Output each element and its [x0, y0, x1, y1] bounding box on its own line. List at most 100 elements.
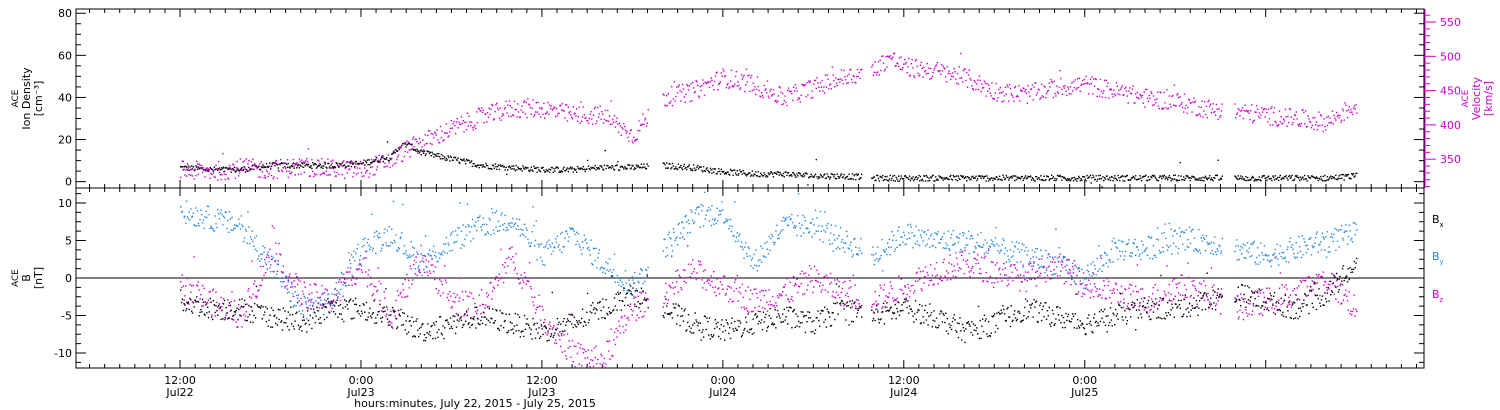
by-point: [608, 258, 611, 260]
density-point: [1035, 175, 1037, 178]
density-point: [1331, 175, 1334, 178]
velocity-point: [1152, 95, 1155, 97]
by-point: [1179, 235, 1181, 237]
velocity-point: [796, 90, 798, 92]
by-point: [318, 297, 321, 299]
by-point: [489, 219, 491, 221]
bz-point: [413, 259, 416, 262]
by-point: [929, 235, 932, 237]
by-point: [338, 291, 340, 294]
velocity-point: [211, 173, 213, 176]
by-point: [1320, 249, 1323, 251]
velocity-point: [1112, 96, 1114, 98]
density-point: [1085, 180, 1087, 182]
density-point: [597, 168, 599, 170]
velocity-point: [1156, 98, 1158, 100]
bz-point: [301, 303, 303, 306]
velocity-point: [245, 158, 247, 160]
by-point: [1003, 239, 1005, 242]
by-point: [486, 231, 489, 233]
density-point: [881, 176, 883, 179]
density-point: [980, 177, 982, 179]
velocity-point: [547, 101, 549, 104]
by-point: [274, 276, 276, 278]
density-point: [250, 168, 253, 171]
bz-point: [535, 308, 537, 311]
velocity-point: [1184, 107, 1186, 110]
density-point: [302, 166, 305, 168]
by-point: [1352, 222, 1355, 224]
bz-point: [266, 268, 268, 270]
by-point: [781, 220, 783, 222]
bz-point: [432, 264, 434, 266]
by-point: [251, 230, 253, 232]
velocity-point: [344, 167, 347, 170]
velocity-point: [570, 114, 572, 116]
velocity-point: [1019, 100, 1021, 102]
bz-point: [238, 314, 241, 316]
velocity-point: [482, 109, 485, 111]
by-point: [196, 210, 199, 212]
by-point: [438, 252, 440, 254]
density-point: [433, 156, 435, 158]
velocity-point: [469, 121, 471, 123]
by-point: [439, 257, 441, 259]
density-point: [1338, 175, 1340, 177]
by-point: [568, 236, 570, 238]
by-point: [1181, 230, 1183, 233]
density-point: [233, 166, 236, 168]
density-point: [1014, 179, 1016, 182]
velocity-point: [748, 74, 750, 76]
velocity-point: [694, 91, 696, 93]
bz-point: [231, 290, 233, 293]
by-point: [1123, 258, 1125, 261]
velocity-point: [903, 58, 906, 61]
velocity-point: [416, 141, 418, 143]
velocity-point: [1336, 111, 1338, 114]
by-point: [454, 241, 456, 243]
density-point: [564, 170, 566, 172]
velocity-point: [1338, 117, 1340, 119]
density-point: [403, 142, 406, 145]
density-point: [956, 175, 958, 177]
bz-point: [526, 280, 528, 282]
by-point: [1209, 243, 1211, 245]
velocity-point: [893, 52, 896, 54]
velocity-point: [634, 140, 636, 142]
density-point: [1320, 175, 1322, 178]
by-point: [1153, 255, 1155, 257]
density-point: [449, 160, 451, 162]
density-point: [598, 168, 601, 170]
density-point: [566, 167, 569, 169]
velocity-point: [680, 100, 682, 102]
density-point: [445, 157, 448, 160]
velocity-point: [1132, 85, 1134, 87]
velocity-point: [675, 95, 677, 98]
velocity-point: [855, 75, 858, 78]
density-point: [1302, 176, 1304, 178]
by-point: [565, 230, 568, 232]
velocity-point: [1264, 116, 1266, 118]
bz-point: [495, 276, 497, 278]
by-point: [460, 230, 463, 233]
velocity-point: [223, 173, 226, 175]
bz-point: [309, 284, 311, 286]
density-point: [702, 165, 705, 168]
velocity-point: [945, 81, 948, 83]
velocity-point: [830, 88, 833, 90]
velocity-point: [999, 86, 1002, 89]
density-point: [1143, 175, 1145, 178]
by-point: [275, 273, 278, 275]
density-point: [412, 148, 414, 150]
velocity-point: [760, 96, 762, 98]
velocity-point: [951, 72, 954, 74]
density-point: [1113, 177, 1115, 180]
by-point: [937, 231, 939, 233]
density-point: [294, 163, 296, 165]
velocity-point: [354, 167, 356, 169]
velocity-point: [252, 158, 254, 160]
velocity-point: [607, 109, 609, 112]
density-point: [323, 165, 325, 167]
density-point: [825, 177, 828, 179]
bz-point: [392, 311, 395, 313]
